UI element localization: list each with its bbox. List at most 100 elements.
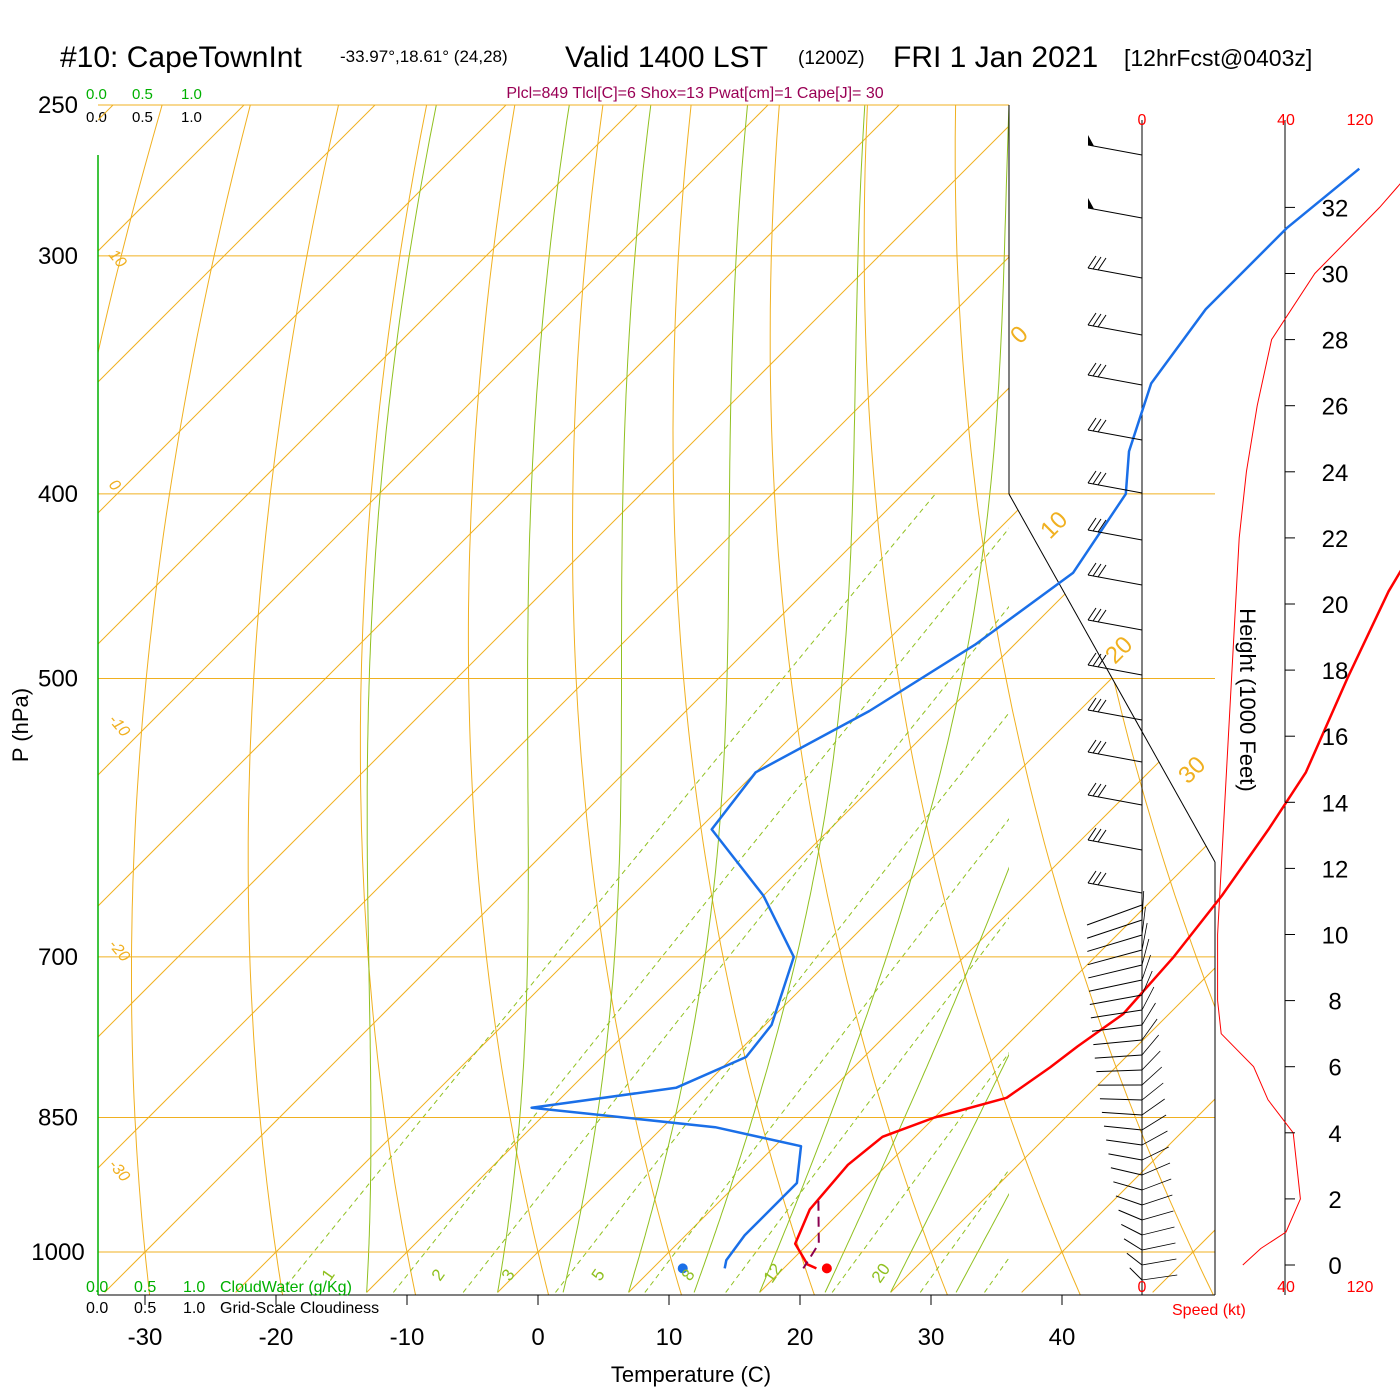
upper-isotherm-label: 30 bbox=[1173, 751, 1211, 789]
barb-staff bbox=[1087, 882, 1143, 894]
low-level-barb-feather bbox=[1141, 970, 1153, 996]
dry-adiabat bbox=[359, 105, 428, 1295]
low-level-barb-feather bbox=[1141, 1050, 1161, 1071]
cloud-water-scale-2: 1.0 bbox=[181, 86, 202, 103]
low-level-barb bbox=[1129, 1267, 1143, 1281]
x-tick-label: -10 bbox=[390, 1324, 425, 1351]
forecast-date: FRI 1 Jan 2021 bbox=[893, 41, 1098, 74]
barb-staff bbox=[1087, 619, 1143, 631]
low-level-barb bbox=[1090, 1009, 1143, 1019]
cloud-water-scale-1: 0.5 bbox=[132, 86, 153, 103]
height-tick-label: 20 bbox=[1322, 592, 1349, 619]
mixing-ratio-line bbox=[393, 527, 1009, 1293]
plot-frame bbox=[98, 105, 1286, 1296]
barb-feather bbox=[1097, 472, 1107, 486]
low-level-barb-feather bbox=[1141, 1034, 1160, 1056]
barb-feather bbox=[1092, 471, 1102, 485]
station-coords: -33.97°,18.61° (24,28) bbox=[340, 47, 508, 66]
x-tick-label: -20 bbox=[259, 1324, 294, 1351]
mixing-ratio-line bbox=[725, 916, 1009, 1293]
isotherm-line bbox=[497, 780, 1009, 1293]
barb-feather bbox=[1092, 828, 1102, 842]
upper-background-lines bbox=[0, 71, 1400, 1300]
barb-feather bbox=[1097, 872, 1107, 886]
barb-feather bbox=[1092, 256, 1102, 270]
isotherm-line bbox=[104, 387, 1009, 1293]
dry-adiabat bbox=[571, 105, 683, 1295]
cloudiness-scale-2: 1.0 bbox=[181, 109, 202, 126]
isotherm-line bbox=[98, 256, 1009, 1169]
low-level-barb-feather bbox=[1141, 1162, 1171, 1176]
low-level-barb bbox=[1088, 964, 1143, 979]
height-tick-label: 2 bbox=[1328, 1187, 1341, 1214]
mixing-ratio-label: 3 bbox=[498, 1266, 519, 1285]
bottom-cloud-water-0: 0.0 bbox=[86, 1279, 108, 1296]
dry-adiabat bbox=[1305, 71, 1400, 1300]
barb-staff bbox=[1087, 794, 1143, 806]
barb-feather bbox=[1097, 609, 1107, 623]
height-tick-label: 10 bbox=[1322, 923, 1349, 950]
barb-staff bbox=[1087, 267, 1143, 279]
low-level-barb bbox=[1123, 1238, 1143, 1251]
dry-adiabat bbox=[863, 105, 1009, 1116]
isotherm-line bbox=[98, 105, 769, 776]
parcel-profile bbox=[802, 1200, 820, 1269]
pressure-tick-label: 700 bbox=[38, 944, 78, 971]
isotherm-line bbox=[98, 125, 1009, 1038]
low-level-barb-feather bbox=[1141, 1226, 1175, 1236]
isotherm-line bbox=[1009, 494, 1215, 1293]
stability-indices: Plcl=849 Tlcl[C]=6 Shox=13 Pwat[cm]=1 Ca… bbox=[506, 85, 883, 102]
barb-feather bbox=[1097, 257, 1107, 271]
height-tick-label: 14 bbox=[1322, 790, 1349, 817]
dry-adiabat bbox=[1305, 71, 1400, 1300]
low-level-barb-feather bbox=[1141, 1002, 1156, 1026]
isotherm-line bbox=[1009, 494, 1215, 1293]
height-tick-label: 28 bbox=[1322, 328, 1349, 355]
dry-adiabat bbox=[1009, 494, 1084, 1295]
isotherm-line bbox=[0, 71, 540, 1292]
isotherm-label: 10 bbox=[105, 247, 130, 272]
isotherm-label: -20 bbox=[105, 937, 133, 966]
temperature-profile bbox=[793, 569, 1400, 1270]
isotherm-line bbox=[98, 105, 900, 907]
barb-feather bbox=[1087, 417, 1097, 431]
isotherm-line bbox=[0, 71, 671, 1292]
isotherm-label: -10 bbox=[105, 712, 133, 741]
wind-barb bbox=[1087, 417, 1143, 441]
isotherm-line bbox=[628, 911, 1009, 1293]
isotherm-label: 0 bbox=[105, 477, 124, 495]
moist-adiabat bbox=[890, 1053, 1009, 1293]
low-level-barb bbox=[1096, 1069, 1143, 1073]
barb-feather bbox=[1092, 363, 1102, 377]
barb-staff bbox=[1087, 324, 1143, 336]
forecast-info: [12hrFcst@0403z] bbox=[1124, 45, 1312, 71]
low-level-barb bbox=[1121, 1223, 1143, 1236]
barb-feather bbox=[1087, 652, 1097, 666]
moist-adiabat bbox=[693, 105, 866, 1293]
isotherm-line bbox=[366, 649, 1009, 1293]
surface-temperature-marker bbox=[821, 1263, 832, 1274]
isotherm-line bbox=[1152, 494, 1215, 1293]
low-level-barb bbox=[1113, 1181, 1143, 1191]
dewpoint-profile bbox=[530, 167, 1361, 1269]
x-tick-label: 40 bbox=[1049, 1324, 1076, 1351]
mixing-ratio-line bbox=[831, 1052, 1009, 1293]
mixing-ratio-label: 2 bbox=[428, 1266, 449, 1285]
low-level-barb-feather bbox=[1141, 1114, 1167, 1131]
wind-barb bbox=[1087, 362, 1143, 386]
bottom-cloud-water-1: 0.5 bbox=[134, 1279, 156, 1296]
wind-speed-line bbox=[1217, 183, 1400, 1266]
barb-feather bbox=[1087, 362, 1097, 376]
profiles bbox=[530, 167, 1400, 1274]
height-axis-title: Height (1000 Feet) bbox=[1235, 608, 1260, 791]
mixing-ratio-label: 5 bbox=[588, 1266, 609, 1285]
barb-staff bbox=[1087, 751, 1143, 763]
upper-isotherm-label: 10 bbox=[1035, 506, 1073, 544]
height-tick-label: 8 bbox=[1328, 989, 1341, 1016]
speed-legend: Speed (kt) bbox=[1172, 1302, 1246, 1319]
barb-feather bbox=[1097, 564, 1107, 578]
wind-barb bbox=[1087, 607, 1143, 631]
cloud-scale-bottom: 0.0 0.5 1.0 CloudWater (g/Kg) 0.0 0.5 1.… bbox=[86, 1279, 1246, 1319]
